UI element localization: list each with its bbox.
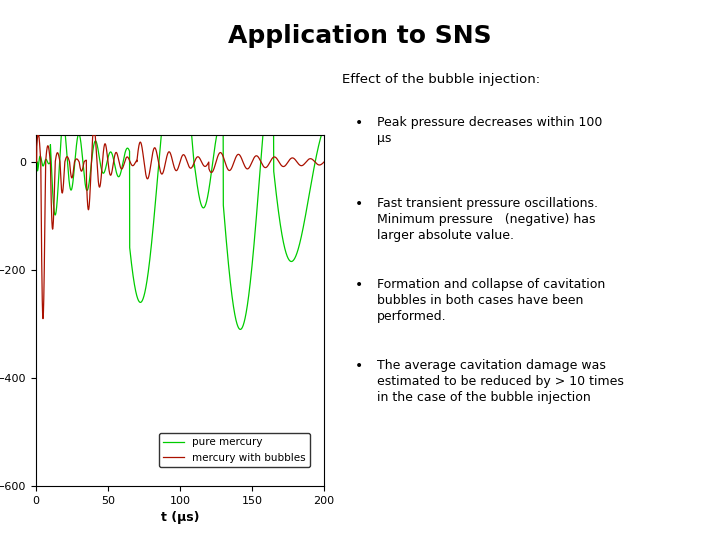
pure mercury — [155, 153, 163, 159]
pure mercury — [311, 158, 320, 165]
mercury with bubbles — [153, 152, 161, 158]
pure mercury — [32, 159, 40, 165]
Legend: pure mercury, mercury with bubbles: pure mercury, mercury with bubbles — [159, 433, 310, 467]
pure mercury — [57, 132, 66, 138]
mercury with bubbles — [320, 159, 328, 165]
mercury with bubbles — [168, 159, 177, 166]
pure mercury — [297, 235, 305, 241]
Text: Application to SNS: Application to SNS — [228, 24, 492, 48]
pure mercury — [168, 132, 177, 138]
Text: •: • — [355, 116, 363, 130]
Line: mercury with bubbles: mercury with bubbles — [36, 135, 324, 319]
mercury with bubbles — [241, 164, 250, 171]
Text: Peak pressure decreases within 100
μs: Peak pressure decreases within 100 μs — [377, 116, 602, 145]
Line: pure mercury: pure mercury — [36, 135, 324, 329]
Text: Formation and collapse of cavitation
bubbles in both cases have been
performed.: Formation and collapse of cavitation bub… — [377, 278, 605, 323]
mercury with bubbles — [155, 164, 163, 171]
mercury with bubbles — [32, 159, 40, 165]
mercury with bubbles — [34, 132, 42, 138]
Text: •: • — [355, 359, 363, 373]
X-axis label: t (μs): t (μs) — [161, 511, 199, 524]
pure mercury — [241, 314, 250, 320]
mercury with bubbles — [297, 163, 305, 169]
pure mercury — [236, 326, 245, 333]
pure mercury — [320, 132, 328, 138]
Text: Effect of the bubble injection:: Effect of the bubble injection: — [342, 73, 540, 86]
Text: •: • — [355, 278, 363, 292]
Text: Fast transient pressure oscillations.
Minimum pressure   (negative) has
larger a: Fast transient pressure oscillations. Mi… — [377, 197, 598, 242]
mercury with bubbles — [311, 159, 320, 166]
mercury with bubbles — [39, 315, 48, 322]
Text: •: • — [355, 197, 363, 211]
pure mercury — [153, 180, 161, 186]
Text: The average cavitation damage was
estimated to be reduced by > 10 times
in the c: The average cavitation damage was estima… — [377, 359, 624, 404]
